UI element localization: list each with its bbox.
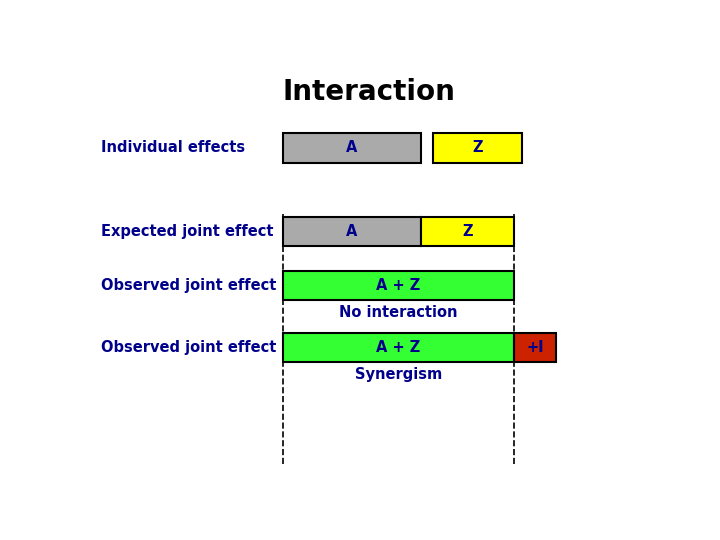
Bar [282, 217, 421, 246]
Text: A + Z: A + Z [376, 340, 420, 355]
Text: Observed joint effect: Observed joint effect [101, 340, 276, 355]
Text: +I: +I [526, 340, 544, 355]
Text: No interaction: No interaction [339, 305, 457, 320]
Text: Interaction: Interaction [282, 78, 456, 106]
Bar [282, 271, 514, 300]
Text: A + Z: A + Z [376, 278, 420, 293]
Text: Z: Z [462, 224, 473, 239]
Bar [421, 217, 514, 246]
Text: Expected joint effect: Expected joint effect [101, 224, 274, 239]
Text: Individual effects: Individual effects [101, 140, 246, 156]
Text: Observed joint effect: Observed joint effect [101, 278, 276, 293]
Text: A: A [346, 140, 358, 156]
Bar [282, 133, 421, 163]
Text: A: A [346, 224, 358, 239]
Text: Z: Z [472, 140, 482, 156]
Text: Synergism: Synergism [355, 367, 442, 382]
Bar [514, 333, 556, 362]
Bar [282, 333, 514, 362]
Bar [433, 133, 522, 163]
